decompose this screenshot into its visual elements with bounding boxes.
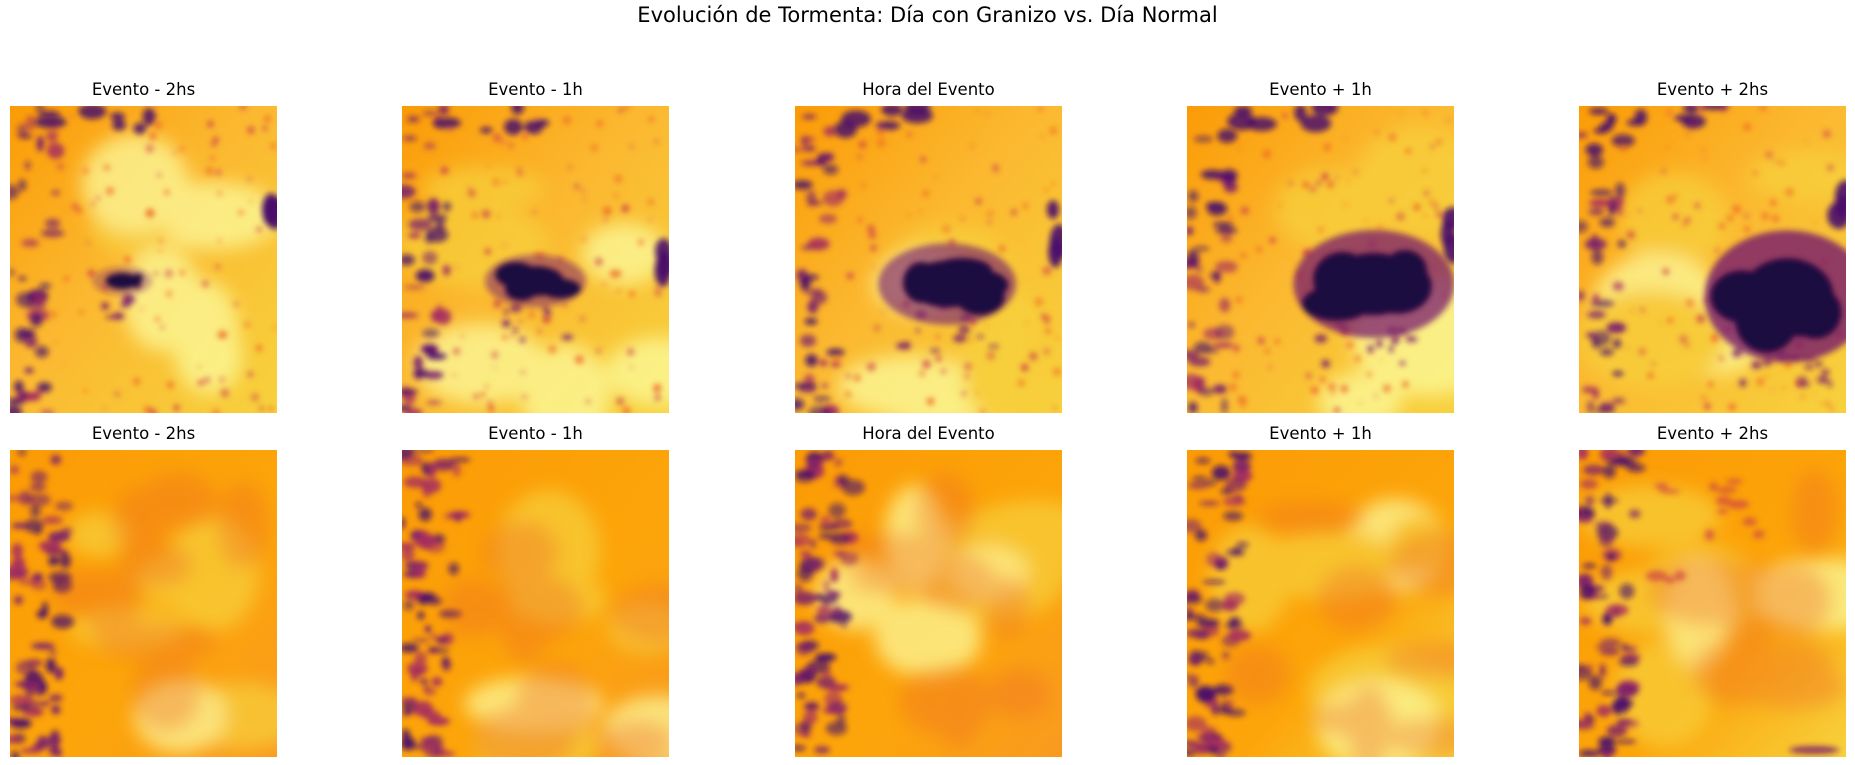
satellite-image-panel — [1187, 450, 1454, 757]
panel-title: Evento + 2hs — [1656, 424, 1769, 443]
satellite-image-panel — [10, 106, 277, 413]
panel-title: Evento - 1h — [488, 424, 583, 443]
satellite-image-panel — [795, 450, 1062, 757]
panel-title: Hora del Evento — [862, 80, 995, 99]
panel-title: Evento + 1h — [1269, 424, 1372, 443]
satellite-image-panel — [402, 450, 669, 757]
panel-title: Hora del Evento — [862, 424, 995, 443]
satellite-image-panel — [795, 106, 1062, 413]
satellite-image-panel — [1187, 106, 1454, 413]
satellite-image-panel — [402, 106, 669, 413]
satellite-image-panel — [1579, 106, 1846, 413]
figure-title: Evolución de Tormenta: Día con Granizo v… — [637, 3, 1218, 27]
panel-title: Evento - 1h — [488, 80, 583, 99]
panel-title: Evento - 2hs — [91, 424, 196, 443]
panel-title: Evento - 2hs — [91, 80, 196, 99]
panel-title: Evento + 2hs — [1656, 80, 1769, 99]
satellite-image-panel — [10, 450, 277, 757]
panel-title: Evento + 1h — [1269, 80, 1372, 99]
satellite-image-panel — [1579, 450, 1846, 757]
